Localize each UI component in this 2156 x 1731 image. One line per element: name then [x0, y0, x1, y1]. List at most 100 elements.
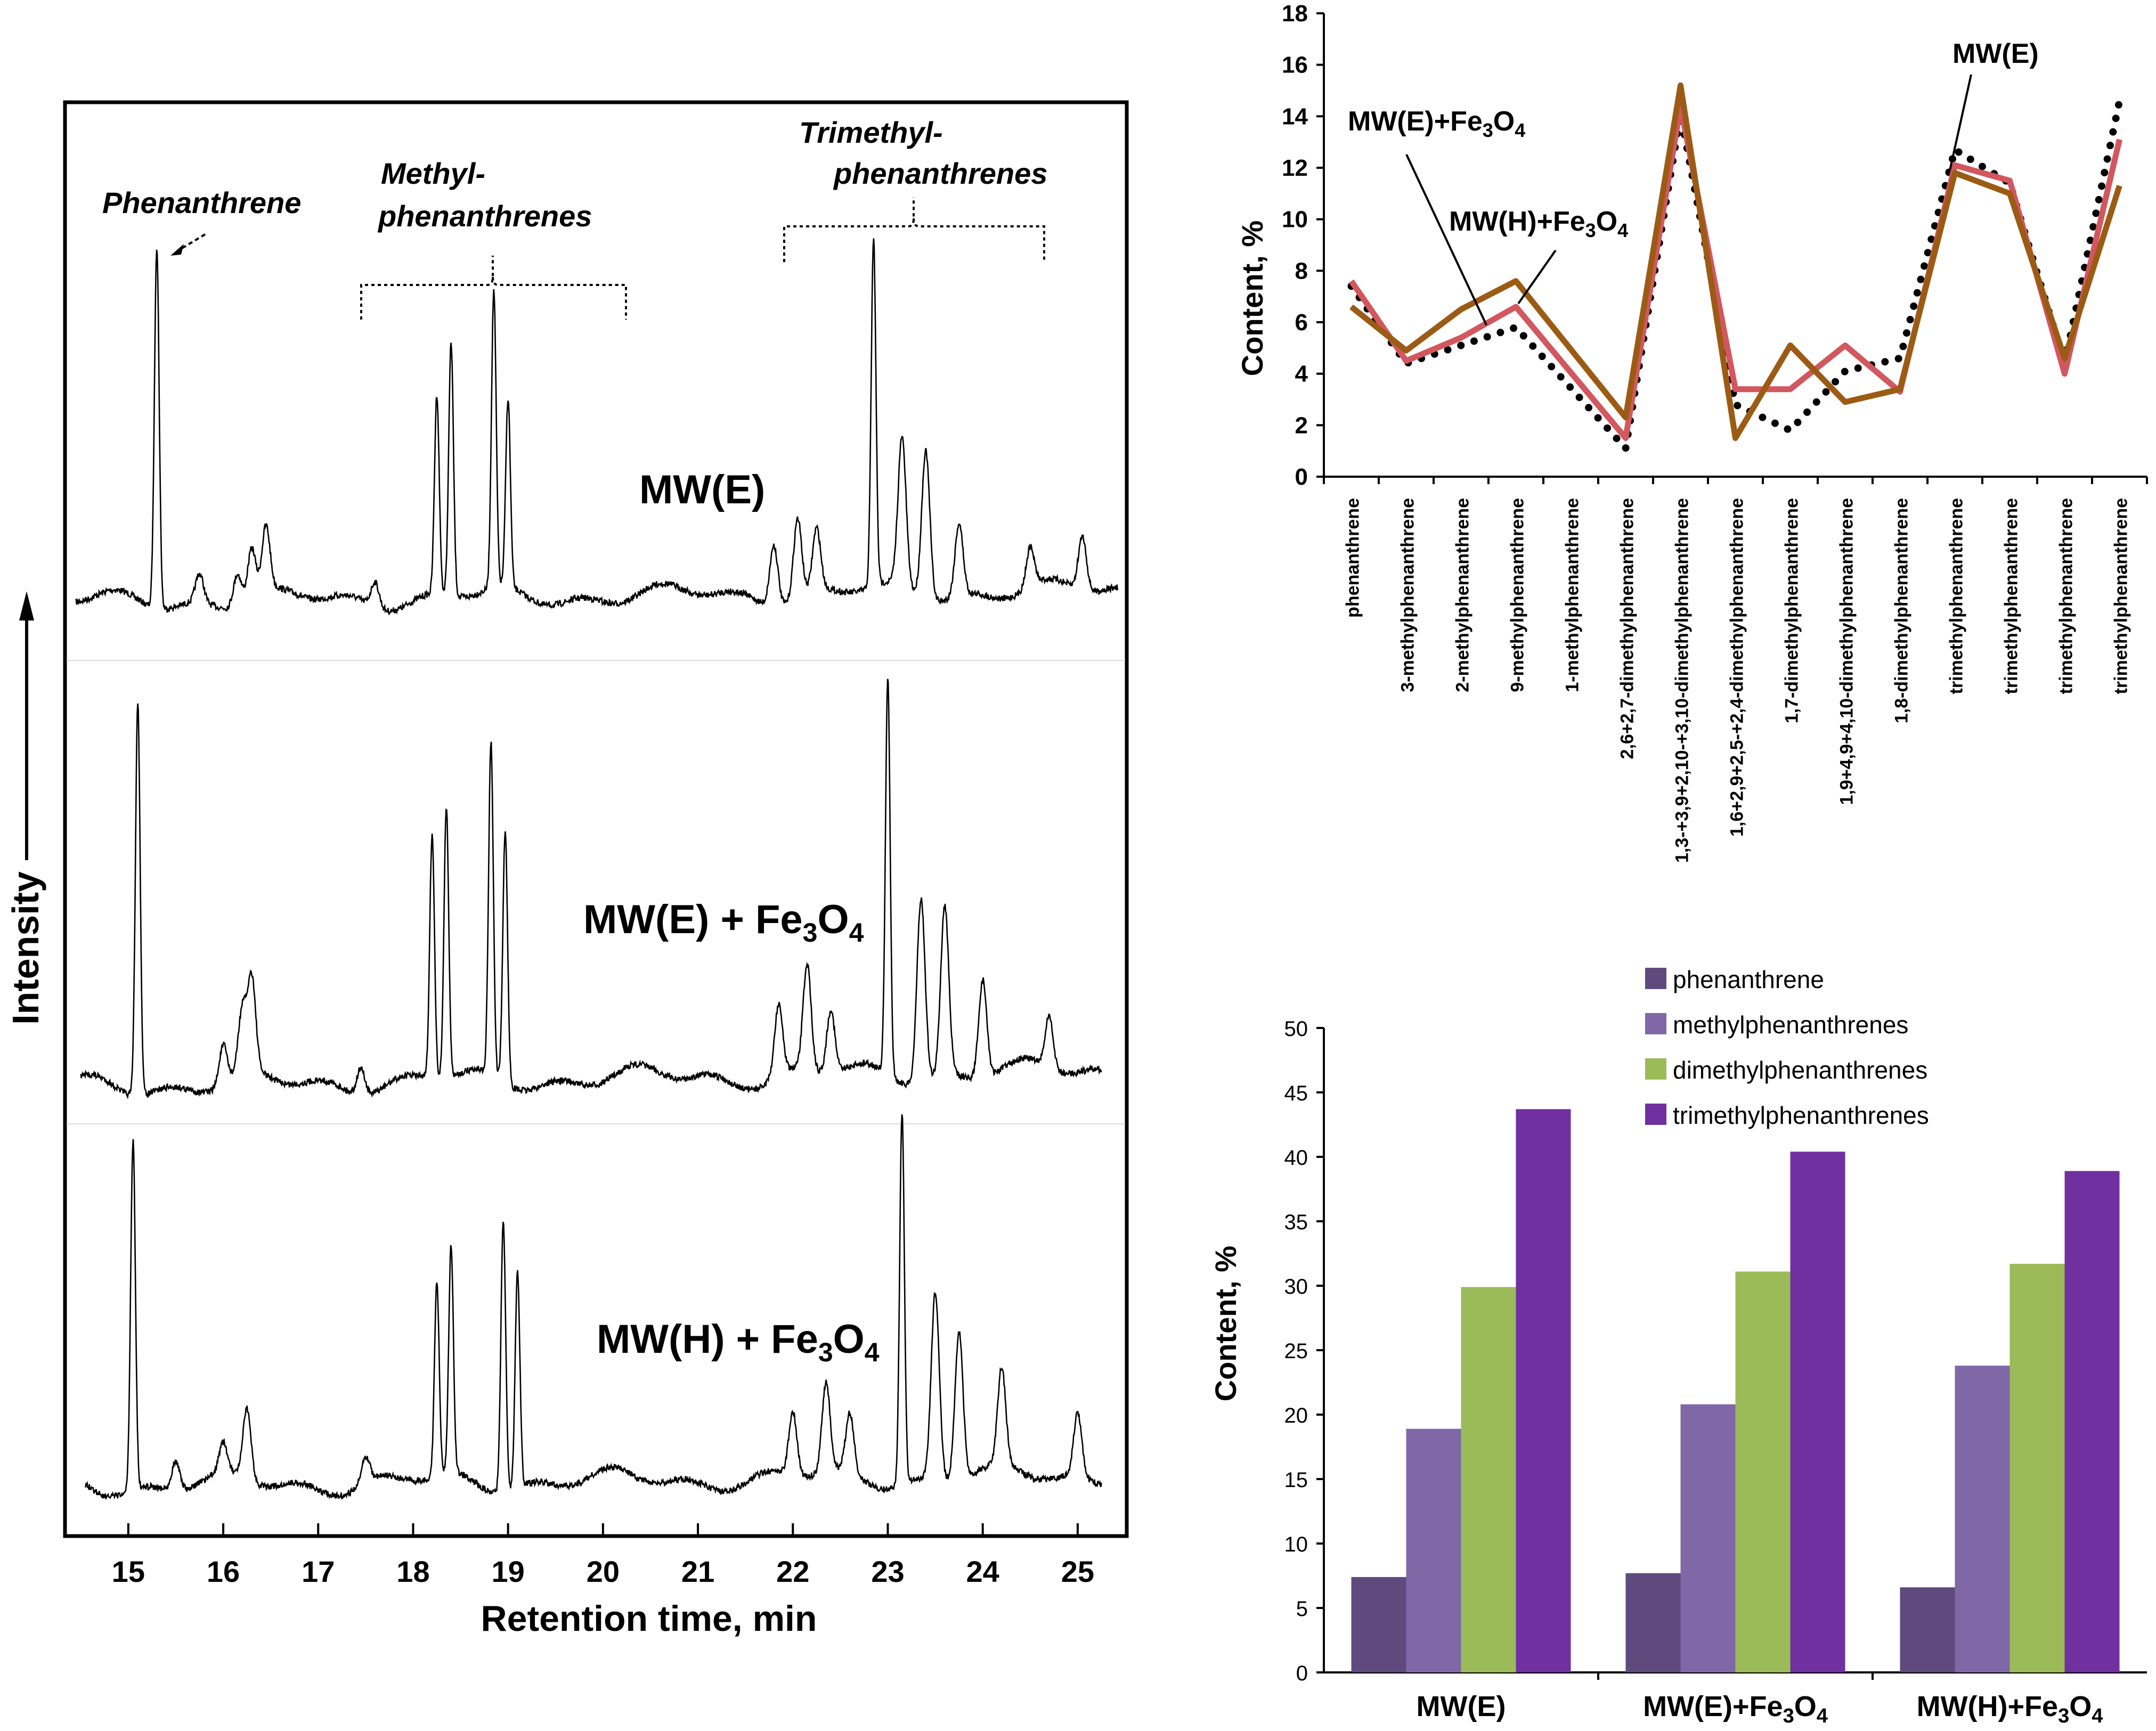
category-label: 3-methylphenanthrene: [1398, 498, 1418, 692]
y-tick-label: 15: [1284, 1468, 1308, 1492]
line-label-mwe-leader: [1949, 74, 1972, 171]
category-label: 1-methylphenanthrene: [1563, 498, 1583, 692]
annotation-trimethyl-bracket: [783, 197, 1045, 262]
annotation-methyl-line2: phenanthrenes: [377, 199, 592, 233]
y-tick-label: 10: [1282, 207, 1308, 233]
category-label: 1,6+2,9+2,5-+2,4-dimethylphenanthrene: [1727, 498, 1747, 837]
bar: [1461, 1287, 1516, 1672]
y-tick-label: 35: [1284, 1211, 1308, 1234]
y-tick-label: 10: [1284, 1533, 1308, 1556]
legend-label: methylphenanthrenes: [1673, 1011, 1908, 1039]
y-tick-label: 18: [1282, 1, 1308, 27]
content-line-chart: 0 2 4 6 8 10 12 14 16 18 phenanthrene 3-methylphen…: [1235, 1, 2148, 863]
category-label: trimethylphenanthrene: [2002, 498, 2022, 694]
bar: [1625, 1573, 1681, 1672]
x-tick-label: 17: [302, 1555, 335, 1588]
chromatogram-x-axis-title: Retention time, min: [481, 1598, 817, 1639]
line-label-mwh-fe3o4-leader: [1517, 249, 1557, 305]
group-label: MW(H)+Fe3O4: [1917, 1691, 2103, 1727]
legend-swatch: [1645, 968, 1666, 989]
group-label: MW(E): [1417, 1691, 1506, 1722]
y-tick-label: 14: [1282, 103, 1308, 129]
chromatogram-frame: [63, 100, 1129, 1538]
category-label: 1,3-+3,9+2,10-+3,10-dimethylphenanthrene: [1672, 498, 1693, 863]
bar: [1406, 1428, 1461, 1672]
legend-label: phenanthrene: [1673, 966, 1824, 993]
x-tick-label: 20: [587, 1555, 620, 1588]
chromatogram-trace: [80, 679, 1102, 1100]
category-label: phenanthrene: [1343, 498, 1363, 618]
category-label: 1,8-dimethylphenanthrene: [1892, 498, 1912, 723]
legend-swatch: [1645, 1104, 1666, 1125]
chromatogram-y-axis-title: Intensity: [5, 871, 46, 1025]
annotation-phenanthrene-arrow: [177, 233, 206, 251]
trace-label-mwe-fe3o4: MW(E) + Fe3O4: [583, 897, 864, 948]
line-series: [1348, 103, 2122, 441]
x-tick-label: 23: [871, 1555, 904, 1588]
category-label: 1,7-dimethylphenanthrene: [1782, 498, 1802, 723]
line-series: [1347, 97, 2124, 452]
trace-label-mwh-fe3o4: MW(H) + Fe3O4: [597, 1317, 880, 1367]
bar: [1680, 1404, 1736, 1672]
y-tick-label: 40: [1284, 1146, 1308, 1170]
bar: [1351, 1577, 1406, 1672]
bar: [2009, 1263, 2065, 1672]
bar: [1790, 1152, 1845, 1672]
x-tick-label: 18: [396, 1555, 429, 1588]
content-bar-chart: 0 5 10 15 20 25 30 35 40 45 50 phenanthrene methylp…: [1209, 966, 2147, 1727]
annotation-phenanthrene: Phenanthrene: [102, 186, 301, 219]
y-tick-label: 0: [1295, 464, 1308, 490]
y-tick-label: 25: [1284, 1340, 1308, 1363]
x-tick-label: 15: [112, 1555, 145, 1588]
y-tick-label: 45: [1284, 1082, 1308, 1105]
category-label: 9-methylphenanthrene: [1508, 498, 1528, 692]
x-tick-label: 24: [966, 1555, 999, 1588]
x-tick-label: 19: [492, 1555, 525, 1588]
line-label-mwe-fe3o4-leader: [1405, 154, 1487, 325]
line-label-mwe: MW(E): [1952, 38, 2039, 69]
intensity-axis-arrow: [19, 591, 34, 860]
bar: [1955, 1366, 2010, 1672]
x-tick-label: 21: [681, 1555, 714, 1588]
annotation-trimethyl-line2: phenanthrenes: [833, 157, 1047, 190]
y-tick-label: 16: [1282, 52, 1308, 78]
y-tick-label: 0: [1296, 1662, 1308, 1685]
bar: [1516, 1109, 1571, 1672]
bar: [2064, 1171, 2120, 1672]
annotation-methyl-bracket: [360, 256, 627, 320]
y-tick-label: 50: [1284, 1017, 1308, 1041]
legend-label: dimethylphenanthrenes: [1673, 1056, 1927, 1084]
legend-swatch: [1645, 1013, 1666, 1034]
legend-label: trimethylphenanthrenes: [1673, 1101, 1929, 1129]
category-label: trimethylphenanthrene: [2056, 498, 2077, 694]
group-label: MW(E)+Fe3O4: [1643, 1691, 1828, 1727]
y-tick-label: 5: [1296, 1597, 1308, 1621]
line-series: [1349, 82, 2122, 441]
y-tick-label: 4: [1295, 361, 1308, 387]
chromatogram-panel: 15 16 17 18 19 20 21 22 23 24 25 MW(E) MW(E) + Fe3…: [5, 100, 1129, 1639]
category-label: 2,6+2,7-dimethylphenanthrene: [1617, 498, 1638, 759]
legend-swatch: [1645, 1058, 1666, 1080]
annotation-methyl-line1: Methyl-: [381, 157, 485, 190]
x-tick-label: 16: [207, 1555, 240, 1588]
line-label-mwh-fe3o4: MW(H)+Fe3O4: [1449, 206, 1628, 241]
category-label: trimethylphenanthrene: [1947, 498, 1967, 694]
x-tick-label: 22: [776, 1555, 809, 1588]
annotation-phenanthrene-arrowhead: [170, 244, 184, 256]
y-tick-label: 6: [1295, 309, 1308, 336]
category-label: 2-methylphenanthrene: [1453, 498, 1473, 692]
y-tick-label: 20: [1284, 1404, 1308, 1427]
y-tick-label: 30: [1284, 1275, 1308, 1299]
y-tick-label: 12: [1282, 155, 1308, 181]
line-chart-y-axis-title: Content, %: [1235, 221, 1269, 376]
bar: [1900, 1587, 1955, 1672]
x-tick-label: 25: [1061, 1555, 1094, 1588]
trace-label-mwe: MW(E): [639, 467, 765, 512]
y-tick-label: 2: [1295, 412, 1308, 438]
category-label: trimethylphenanthrene: [2111, 498, 2131, 694]
annotation-trimethyl-line1: Trimethyl-: [799, 116, 943, 149]
y-tick-label: 8: [1295, 258, 1308, 284]
bar-chart-y-axis-title: Content, %: [1209, 1246, 1242, 1401]
chromatogram-trace: [85, 1114, 1102, 1500]
